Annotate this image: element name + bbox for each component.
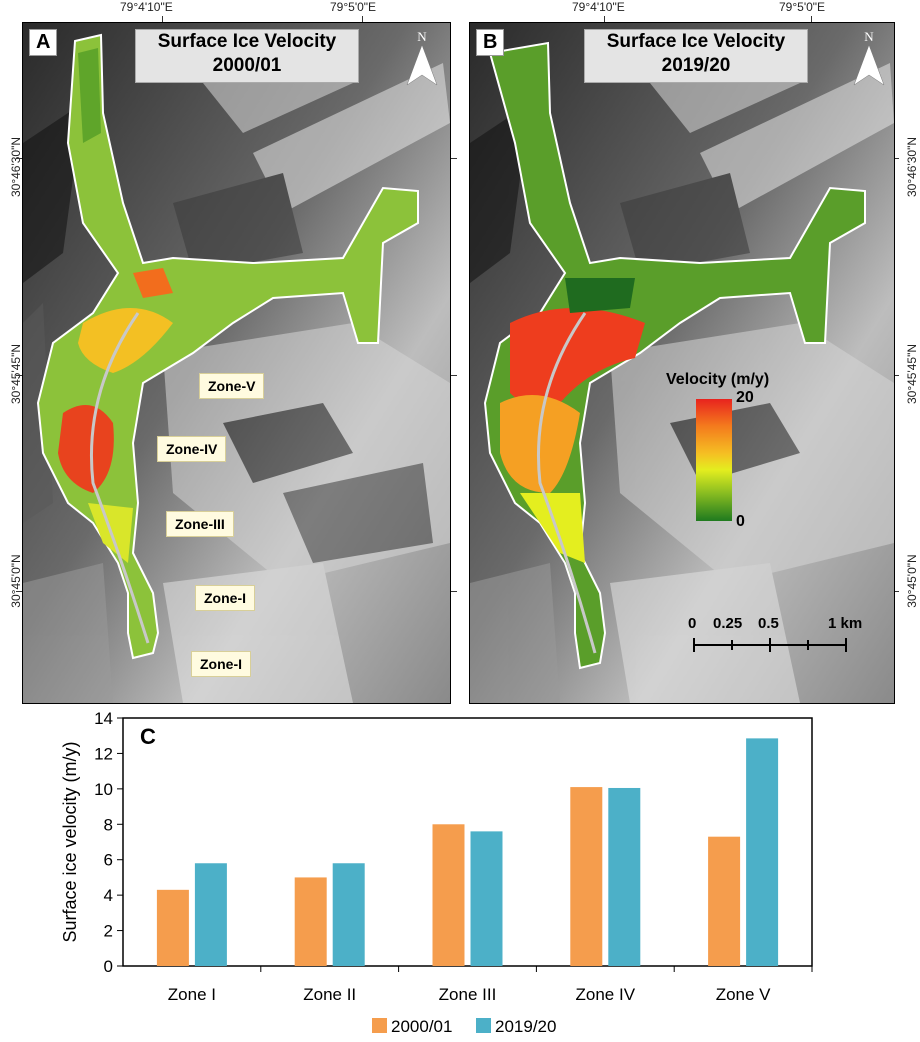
velocity-patch-yellow-a: [78, 308, 173, 373]
bar-2019-20: [470, 831, 503, 966]
legend-max: 20: [736, 389, 754, 406]
coord-top-a2: 79°5'0"E: [330, 0, 377, 14]
y-axis-label: Surface ice velocity (m/y): [60, 741, 80, 942]
panel-a-title-line2: 2000/01: [212, 55, 282, 76]
tick-left-3: [16, 591, 22, 592]
legend-label-2019-20: 2019/20: [495, 1017, 556, 1036]
north-letter-a: N: [417, 29, 427, 44]
panel-c-letter: C: [140, 724, 156, 749]
velocity-patch-dark-b: [565, 278, 635, 313]
zone-label-i-lower: Zone-I: [191, 651, 251, 677]
north-arrow-b: N: [850, 29, 888, 87]
x-tick-label: Zone II: [303, 985, 356, 1004]
x-tick-label: Zone I: [168, 985, 216, 1004]
legend-color-ramp: [696, 399, 732, 521]
panel-b-title-line2: 2019/20: [661, 55, 731, 76]
bar-2000-01: [570, 787, 603, 966]
panel-b-title-line1: Surface Ice Velocity: [606, 31, 786, 52]
bar-2019-20: [746, 738, 779, 966]
map-panel-b: B Surface Ice Velocity 2019/20 N Velocit…: [469, 22, 895, 704]
bar-2000-01: [708, 836, 741, 966]
panel-b-title: Surface Ice Velocity 2019/20: [584, 29, 808, 83]
velocity-patch-yellow-b: [520, 493, 585, 563]
tick-mid-3: [451, 591, 457, 592]
north-arrow-icon: [406, 44, 438, 86]
bar-2019-20: [332, 863, 365, 966]
legend-min: 0: [736, 513, 745, 530]
x-tick-label: Zone IV: [576, 985, 636, 1004]
coord-top-a1: 79°4'10"E: [120, 0, 173, 14]
y-tick-label: 12: [94, 744, 113, 763]
bar-2000-01: [432, 824, 465, 966]
legend-label-2000-01: 2000/01: [391, 1017, 452, 1036]
coord-left-1: 30°46'30"N: [9, 136, 23, 198]
scale-label-0: 0: [688, 615, 697, 632]
bar-2019-20: [608, 787, 641, 966]
y-tick-label: 6: [104, 851, 113, 870]
scale-bar: 0 0.25 0.5 1 km: [688, 613, 868, 653]
centerline-a: [89, 312, 150, 644]
coord-top-b2: 79°5'0"E: [779, 0, 826, 14]
centerline-b: [536, 312, 597, 654]
zone-label-i-upper: Zone-I: [195, 585, 255, 611]
bar-2019-20: [194, 863, 227, 966]
velocity-patch-zone4-a: [58, 405, 114, 493]
y-tick-label: 2: [104, 922, 113, 941]
tick-mid-1: [451, 158, 457, 159]
scale-label-1km: 1 km: [828, 615, 863, 632]
velocity-legend: Velocity (m/y) 20 0: [666, 371, 806, 531]
scale-label-05: 0.5: [758, 615, 779, 632]
coord-top-b1: 79°4'10"E: [572, 0, 625, 14]
legend-swatch-2000-01: [372, 1018, 387, 1033]
legend-title: Velocity (m/y): [666, 371, 770, 388]
north-arrow-icon: [853, 44, 885, 86]
y-tick-label: 14: [94, 709, 113, 728]
panel-a-letter: A: [29, 29, 58, 56]
y-tick-label: 8: [104, 815, 113, 834]
scale-label-025: 0.25: [713, 615, 743, 632]
tick-top-a1: [162, 16, 163, 22]
y-tick-label: 10: [94, 780, 113, 799]
velocity-patch-tributary-a: [78, 48, 101, 143]
coord-left-2: 30°45'45"N: [9, 343, 23, 405]
y-tick-label: 0: [104, 957, 113, 976]
panel-a-title-line1: Surface Ice Velocity: [157, 31, 337, 52]
map-b-canvas: [470, 23, 894, 703]
tick-mid-2: [451, 375, 457, 376]
tick-left-1: [16, 158, 22, 159]
glacier-outline-a: [36, 33, 419, 660]
y-tick-label: 4: [104, 886, 113, 905]
zone-label-v: Zone-V: [199, 373, 265, 399]
x-tick-label: Zone III: [439, 985, 497, 1004]
tick-top-a2: [362, 16, 363, 22]
tick-top-b2: [811, 16, 812, 22]
panel-a-title: Surface Ice Velocity 2000/01: [135, 29, 359, 83]
coord-right-1: 30°46'30"N: [905, 136, 919, 198]
tick-left-2: [16, 375, 22, 376]
bar-2000-01: [294, 877, 327, 966]
plot-frame: [122, 717, 813, 967]
coord-right-2: 30°45'45"N: [905, 343, 919, 405]
velocity-bar-chart: 0 2 4 6 8 10 12 14 Surface ice velocity (m/y) Zon…: [60, 709, 813, 1036]
tick-right-2: [893, 375, 899, 376]
velocity-patch-high-b: [510, 308, 645, 407]
bar-2000-01: [156, 889, 189, 966]
velocity-patch-upper-a: [133, 268, 173, 298]
tick-right-3: [893, 591, 899, 592]
tick-right-1: [893, 158, 899, 159]
coord-left-3: 30°45'0"N: [9, 554, 23, 608]
x-tick-label: Zone V: [716, 985, 771, 1004]
coord-right-3: 30°45'0"N: [905, 554, 919, 608]
zone-label-iv: Zone-IV: [157, 436, 227, 462]
zone-label-iii: Zone-III: [166, 511, 234, 537]
tick-top-b1: [604, 16, 605, 22]
north-arrow-a: N: [403, 29, 441, 87]
legend-swatch-2019-20: [476, 1018, 491, 1033]
scale-bar-line: [693, 638, 847, 652]
panel-b-letter: B: [476, 29, 505, 56]
north-letter-b: N: [864, 29, 874, 44]
map-panel-a: A Surface Ice Velocity 2000/01 N Zone-V …: [22, 22, 451, 704]
